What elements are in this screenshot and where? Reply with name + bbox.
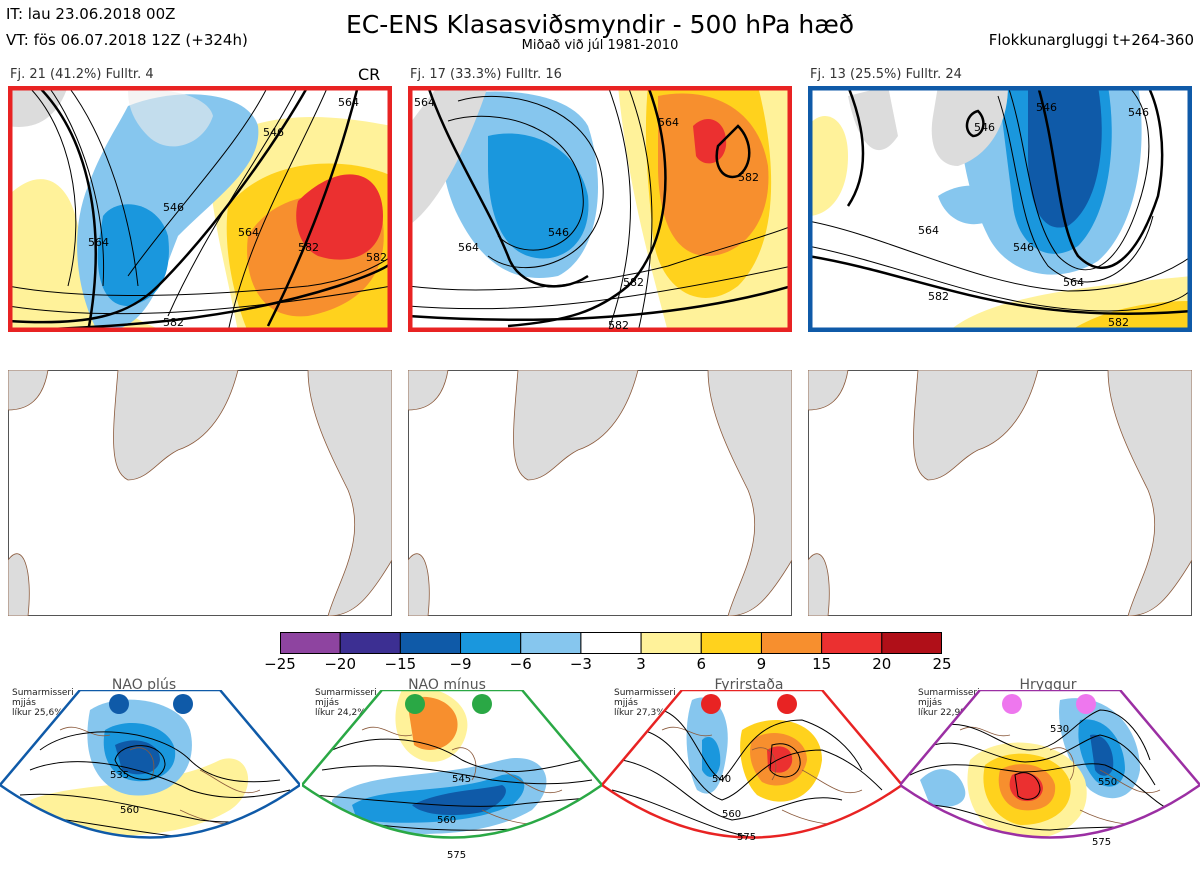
- cluster-2-map: 564 546 564 564 582 582 582: [408, 86, 792, 332]
- regime-1-note: Sumarmisseri mjjás líkur 25,6%: [12, 688, 74, 718]
- contour-label: 575: [1092, 837, 1111, 848]
- regime-2-note: Sumarmisseri mjjás líkur 24,2%: [315, 688, 377, 718]
- colorbar-cell: [339, 632, 401, 654]
- contour-label: 564: [458, 241, 479, 254]
- regime-1-dot-right: [173, 694, 193, 714]
- cluster-3-label: Fj. 13 (25.5%) Fulltr. 24: [810, 67, 962, 82]
- contour-label: 546: [163, 201, 184, 214]
- colorbar-tick-label: 9: [756, 655, 767, 673]
- contour-label: 546: [263, 126, 284, 139]
- contour-label: 540: [712, 774, 731, 785]
- colorbar-tick-label: −15: [384, 655, 417, 673]
- regime-1-map: 535 560: [0, 690, 300, 839]
- contour-label: 575: [737, 832, 756, 843]
- colorbar-tick-label: 25: [932, 655, 952, 673]
- contour-label: 546: [1036, 101, 1057, 114]
- contour-label: 582: [623, 276, 644, 289]
- contour-label: 582: [298, 241, 319, 254]
- contour-label: 530: [1050, 724, 1069, 735]
- regime-4-dot-left: [1002, 694, 1022, 714]
- cluster-1-border: [8, 86, 392, 332]
- contour-label: 546: [548, 226, 569, 239]
- cluster-2-border: [408, 86, 792, 332]
- empty-map-3: [808, 370, 1192, 616]
- contour-label: 535: [110, 770, 129, 781]
- contour-label: 564: [238, 226, 259, 239]
- contour-label: 582: [1108, 316, 1129, 329]
- cluster-3-map: 546 546 546 564 546 564 582 582: [808, 86, 1192, 332]
- regime-2-dot-left: [405, 694, 425, 714]
- contour-label: 582: [608, 319, 629, 332]
- page-subtitle: Miðað við júl 1981-2010: [521, 38, 679, 53]
- regime-3-map: 540 560 575: [602, 690, 902, 843]
- regime-3-name: Fyrirstaða: [714, 677, 784, 693]
- cluster-window: Flokkunargluggi t+264-360: [988, 31, 1194, 49]
- colorbar-tick-label: 6: [696, 655, 707, 673]
- colorbar-cell: [460, 632, 522, 654]
- regime-1-dot-left: [109, 694, 129, 714]
- contour-label: 582: [366, 251, 387, 264]
- contour-label: 564: [918, 224, 939, 237]
- colorbar-cell: [520, 632, 582, 654]
- contour-label: 582: [163, 316, 184, 329]
- regime-2-name: NAO mínus: [408, 677, 486, 693]
- contour-label: 546: [1013, 241, 1034, 254]
- regime-1-name: NAO plús: [111, 677, 177, 693]
- colorbar-tick-label: −6: [509, 655, 532, 673]
- colorbar-cell: [821, 632, 883, 654]
- contour-label: 545: [452, 774, 471, 785]
- contour-label: 564: [88, 236, 109, 249]
- colorbar-cell: [280, 632, 341, 654]
- colorbar-tick-label: 3: [636, 655, 646, 673]
- regime-4-note: Sumarmisseri mjjás líkur 22,9%: [918, 688, 980, 718]
- contour-label: 560: [437, 815, 456, 826]
- regime-4-name: Hryggur: [1019, 677, 1077, 693]
- contour-label: 550: [1098, 777, 1117, 788]
- regime-3-dot-left: [701, 694, 721, 714]
- colorbar-tick-label: 15: [812, 655, 832, 673]
- contour-label: 560: [120, 805, 139, 816]
- regime-4-dot-right: [1076, 694, 1096, 714]
- contour-label: 582: [928, 290, 949, 303]
- contour-label: 582: [738, 171, 759, 184]
- colorbar-cell: [700, 632, 762, 654]
- colorbar-cell: [580, 632, 642, 654]
- contour-label: 564: [1063, 276, 1084, 289]
- colorbar-tick-label: −25: [264, 655, 296, 673]
- contour-label: 575: [447, 850, 466, 861]
- regime-3-dot-right: [777, 694, 797, 714]
- cluster-2-label: Fj. 17 (33.3%) Fulltr. 16: [410, 67, 562, 82]
- colorbar-tick-label: −9: [449, 655, 472, 673]
- contour-label: 564: [658, 116, 679, 129]
- colorbar: [280, 632, 942, 654]
- cluster-1-label: Fj. 21 (41.2%) Fulltr. 4: [10, 67, 154, 82]
- empty-map-2: [408, 370, 792, 616]
- colorbar-cell: [399, 632, 462, 654]
- page-title: EC-ENS Klasasviðsmyndir - 500 hPa hæð: [345, 10, 855, 39]
- colorbar-tick-label: −3: [569, 655, 592, 673]
- contour-label: 564: [414, 96, 435, 109]
- regime-2-dot-right: [472, 694, 492, 714]
- colorbar-cell: [881, 632, 942, 654]
- init-time: IT: lau 23.06.2018 00Z: [6, 5, 176, 23]
- cluster-3-border: [808, 86, 1192, 332]
- empty-map-1: [8, 370, 392, 616]
- colorbar-cell: [640, 632, 702, 654]
- cluster-1-map: 546 564 564 546 564 582 582 582: [8, 86, 392, 332]
- valid-time: VT: fös 06.07.2018 12Z (+324h): [6, 31, 248, 49]
- regime-2-map: 545 560 575: [302, 690, 602, 861]
- cluster-1-tag: CR: [358, 65, 381, 84]
- colorbar-tick-label: 20: [872, 655, 892, 673]
- contour-label: 564: [338, 96, 359, 109]
- regime-4-map: 530 550 575: [900, 690, 1200, 848]
- contour-label: 560: [722, 809, 741, 820]
- colorbar-tick-label: −20: [324, 655, 356, 673]
- colorbar-cell: [760, 632, 823, 654]
- regime-3-note: Sumarmisseri mjjás líkur 27,3%: [614, 688, 676, 718]
- contour-label: 546: [1128, 106, 1149, 119]
- contour-label: 546: [974, 121, 995, 134]
